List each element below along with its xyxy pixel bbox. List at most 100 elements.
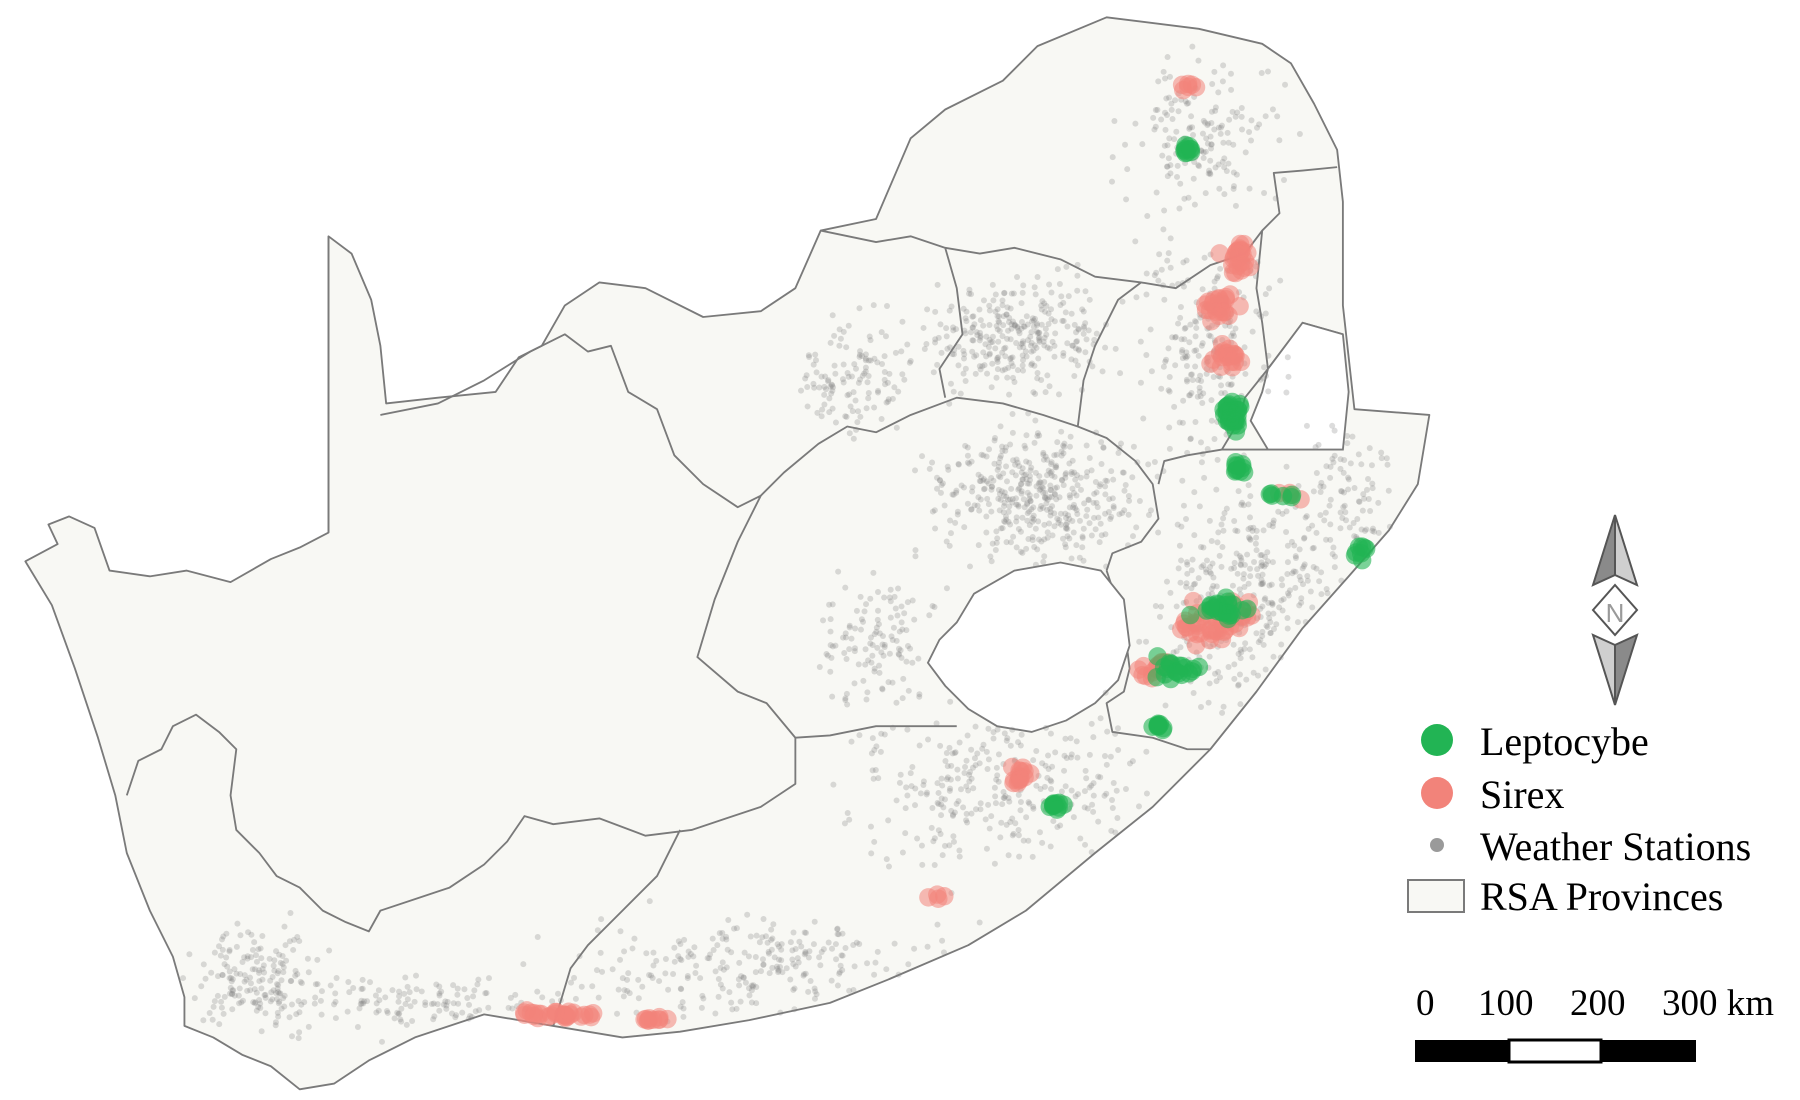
weather-station-point: [995, 313, 1002, 320]
weather-station-point: [1277, 654, 1284, 661]
weather-station-point: [875, 387, 882, 394]
weather-station-point: [932, 336, 939, 343]
weather-station-point: [898, 654, 905, 661]
weather-station-point: [1009, 832, 1016, 839]
weather-station-point: [1253, 630, 1260, 637]
weather-station-point: [1217, 124, 1224, 131]
weather-station-point: [909, 764, 916, 771]
weather-station-point: [825, 939, 832, 946]
weather-station-point: [1073, 338, 1080, 345]
weather-station-point: [994, 356, 1001, 363]
weather-station-point: [1030, 317, 1037, 324]
weather-station-point: [258, 1028, 265, 1035]
weather-station-point: [1023, 353, 1030, 360]
weather-station-point: [1102, 689, 1109, 696]
weather-station-point: [214, 973, 221, 980]
weather-station-point: [1154, 106, 1161, 113]
weather-station-point: [255, 1004, 262, 1010]
weather-station-point: [1059, 476, 1066, 483]
weather-station-point: [999, 443, 1006, 450]
weather-station-point: [1047, 843, 1054, 850]
weather-station-point: [812, 988, 819, 995]
weather-station-point: [1045, 321, 1052, 328]
weather-station-point: [1323, 586, 1330, 593]
weather-station-point: [741, 949, 748, 956]
weather-station-point: [801, 929, 808, 936]
weather-station-point: [621, 987, 628, 994]
weather-station-point: [1233, 550, 1240, 557]
weather-station-point: [992, 291, 999, 298]
weather-station-point: [992, 800, 999, 807]
weather-station-point: [1001, 518, 1008, 525]
weather-station-point: [856, 732, 863, 739]
weather-station-point: [901, 376, 908, 383]
weather-station-point: [1018, 300, 1025, 307]
weather-station-point: [1021, 472, 1028, 479]
weather-station-point: [1070, 814, 1077, 821]
weather-station-point: [976, 919, 983, 926]
weather-station-point: [985, 480, 992, 487]
weather-station-point: [312, 981, 319, 988]
weather-station-point: [1318, 591, 1325, 598]
weather-station-point: [968, 291, 975, 298]
weather-station-point: [869, 735, 876, 742]
weather-station-point: [820, 946, 827, 953]
weather-station-point: [1112, 730, 1119, 737]
weather-station-point: [889, 724, 896, 731]
weather-station-point: [1035, 335, 1042, 342]
scale-segment-1: [1415, 1040, 1509, 1062]
weather-station-point: [438, 988, 445, 995]
weather-station-point: [680, 1005, 687, 1012]
weather-station-point: [893, 424, 900, 431]
weather-station-point: [964, 452, 971, 459]
weather-station-point: [850, 389, 857, 396]
weather-station-point: [1219, 78, 1226, 85]
weather-station-point: [1213, 678, 1220, 685]
weather-station-point: [836, 969, 843, 976]
weather-station-point: [1011, 321, 1018, 328]
weather-station-point: [1026, 508, 1033, 515]
weather-station-point: [746, 985, 753, 992]
weather-station-point: [1258, 563, 1265, 570]
weather-station-point: [1276, 604, 1283, 611]
weather-station-point: [599, 968, 606, 975]
weather-station-point: [1026, 492, 1033, 499]
weather-station-point: [765, 950, 772, 957]
weather-station-point: [1155, 529, 1162, 536]
weather-station-point: [1097, 715, 1104, 722]
weather-station-point: [1162, 109, 1169, 116]
weather-station-point: [1135, 803, 1142, 810]
weather-station-point: [1175, 281, 1182, 288]
weather-station-point: [1063, 525, 1070, 532]
weather-station-point: [831, 362, 838, 369]
weather-station-point: [216, 943, 223, 950]
weather-station-point: [949, 491, 956, 498]
weather-station-point: [817, 962, 824, 969]
weather-station-point: [937, 477, 944, 484]
weather-station-point: [885, 396, 892, 403]
weather-station-point: [650, 949, 657, 956]
weather-station-point: [274, 970, 281, 977]
weather-station-point: [1086, 454, 1093, 461]
weather-station-point: [1044, 529, 1051, 536]
weather-station-point: [1215, 124, 1222, 131]
weather-station-point: [295, 1035, 302, 1042]
weather-station-point: [262, 1010, 269, 1017]
weather-station-point: [219, 946, 226, 953]
weather-station-point: [829, 601, 836, 608]
weather-station-point: [889, 679, 896, 686]
weather-station-point: [444, 998, 451, 1005]
weather-station-point: [1104, 728, 1111, 735]
weather-station-point: [826, 395, 833, 402]
weather-station-point: [1044, 456, 1051, 463]
weather-station-point: [234, 920, 241, 927]
weather-station-point: [1144, 213, 1151, 220]
weather-station-point: [961, 524, 968, 531]
weather-station-point: [1342, 509, 1349, 516]
weather-station-point: [768, 946, 775, 953]
weather-station-point: [1224, 129, 1231, 136]
weather-station-point: [450, 982, 457, 989]
weather-station-point: [1302, 618, 1309, 625]
weather-station-point: [1034, 330, 1041, 337]
weather-station-point: [1051, 523, 1058, 530]
